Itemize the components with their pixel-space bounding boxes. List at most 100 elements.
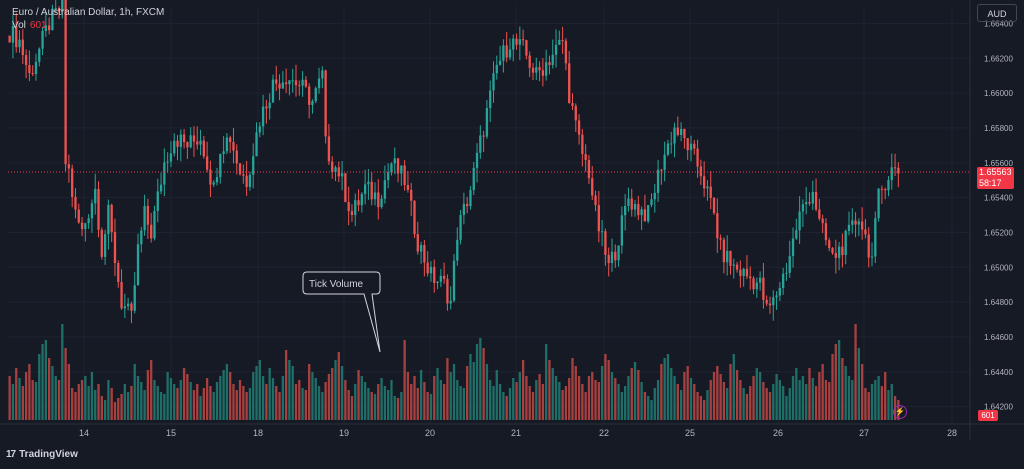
candle-body <box>739 269 742 276</box>
volume-bar <box>581 384 584 420</box>
candle-body <box>41 30 44 49</box>
volume-bar <box>663 358 666 420</box>
candle-body <box>130 303 133 311</box>
candle-body <box>528 55 531 68</box>
candle-body <box>87 218 90 224</box>
candle-body <box>28 65 31 74</box>
volume-bar <box>117 398 120 420</box>
candle-body <box>173 140 176 154</box>
volume-bar <box>314 378 317 420</box>
bar-countdown: 58:17 <box>979 178 1002 188</box>
volume-bar <box>238 380 242 420</box>
candle-body <box>373 192 377 200</box>
candle-body <box>709 186 712 198</box>
volume-bar <box>679 390 683 420</box>
candle-body <box>140 230 143 245</box>
volume-bar <box>373 394 377 420</box>
volume-bar <box>795 368 798 420</box>
volume-bar <box>772 384 775 420</box>
volume-bar <box>485 364 489 420</box>
volume-bar <box>334 360 337 420</box>
candle-body <box>449 300 452 304</box>
volume-bar <box>301 388 304 420</box>
volume-bar <box>383 386 387 420</box>
candle-body <box>837 246 841 258</box>
candle-body <box>311 101 314 105</box>
candle-body <box>864 229 867 235</box>
volume-bar <box>225 364 229 420</box>
candle-body <box>357 200 360 206</box>
candle-body <box>805 202 808 205</box>
volume-bar <box>574 366 577 420</box>
y-tick-label: 1.64400 <box>984 368 1013 377</box>
lightning-icon[interactable]: ⚡ <box>893 405 907 419</box>
symbol-title[interactable]: Euro / Australian Dollar, 1h, FXCM <box>12 7 165 18</box>
candle-body <box>67 164 71 169</box>
volume-bar <box>370 392 373 420</box>
candle-body <box>452 260 456 301</box>
candle-body <box>133 285 136 311</box>
volume-bar <box>762 382 765 420</box>
volume-bar <box>278 392 281 420</box>
volume-bar <box>600 366 604 420</box>
volume-bar <box>136 376 140 420</box>
volume-label[interactable]: Vol <box>12 20 26 31</box>
x-tick-label: 22 <box>599 428 609 438</box>
candle-body <box>627 198 630 207</box>
candle-body <box>512 38 515 50</box>
candle-body <box>518 39 521 45</box>
volume-bar <box>755 368 758 420</box>
volume-bar <box>758 372 762 420</box>
candle-body <box>508 49 512 58</box>
candle-body <box>877 188 880 219</box>
candle-body <box>288 80 291 85</box>
volume-bar <box>229 372 232 420</box>
candle-body <box>321 70 324 79</box>
candle-body <box>150 224 153 239</box>
x-tick-label: 19 <box>339 428 349 438</box>
volume-bar <box>834 344 837 420</box>
candle-body <box>469 190 472 207</box>
candle-body <box>347 202 350 212</box>
volume-bar <box>367 388 370 420</box>
volume-bar <box>57 380 61 420</box>
candle-body <box>383 180 387 199</box>
volume-bar <box>518 372 521 420</box>
tradingview-brand[interactable]: 17 TradingView <box>6 449 78 460</box>
volume-bar <box>660 364 663 420</box>
candle-body <box>225 137 229 152</box>
volume-bar <box>637 370 640 420</box>
candle-body <box>670 143 673 145</box>
volume-bar <box>153 380 156 420</box>
volume-bar <box>745 394 749 420</box>
candle-body <box>624 206 627 216</box>
candle-body <box>525 40 528 56</box>
volume-bar <box>525 376 528 420</box>
volume-bar <box>327 374 331 420</box>
candle-body <box>169 153 173 162</box>
volume-bar <box>492 386 495 420</box>
candle-body <box>377 192 380 208</box>
volume-bar <box>54 376 57 420</box>
candle-body <box>831 248 834 254</box>
candle-body <box>712 197 716 214</box>
candle-body <box>633 203 637 210</box>
currency-button[interactable]: AUD <box>977 4 1017 22</box>
volume-bar <box>673 376 676 420</box>
candle-body <box>215 177 219 183</box>
candle-body <box>867 234 870 258</box>
candle-body <box>205 156 209 170</box>
candle-body <box>798 211 801 231</box>
candle-body <box>808 202 811 204</box>
candle-body <box>229 137 232 143</box>
volume-bar <box>466 366 469 420</box>
candle-body <box>824 223 828 241</box>
candle-body <box>400 165 403 174</box>
candle-body <box>107 204 110 235</box>
volume-bar <box>433 376 436 420</box>
volume-bar <box>624 386 627 420</box>
volume-bar <box>179 380 182 420</box>
candle-body <box>426 262 429 274</box>
